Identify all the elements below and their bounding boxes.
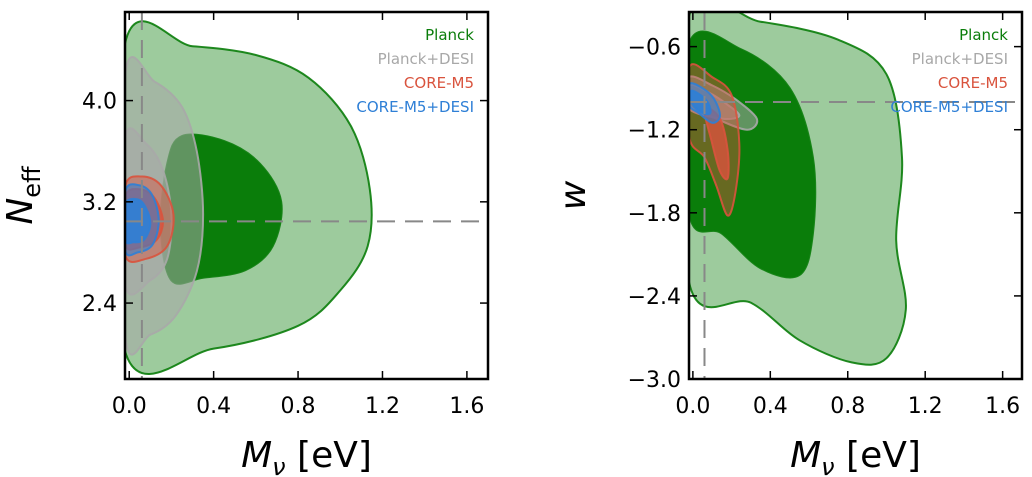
left-x-tick-label: 0.8 bbox=[281, 394, 316, 419]
right-y-tick-label: −2.4 bbox=[628, 285, 681, 310]
left-legend-core-m5: CORE-M5 bbox=[404, 74, 474, 92]
left-y-tick-label: 4.0 bbox=[82, 90, 117, 115]
right-y-tick-label: −0.6 bbox=[628, 36, 681, 61]
left-legend-core-m5-plus-desi: CORE-M5+DESI bbox=[356, 98, 474, 116]
right-legend-planck: Planck bbox=[959, 26, 1008, 44]
right-x-axis-label: Mν [eV] bbox=[790, 435, 921, 477]
left-y-axis-label: Neff bbox=[0, 166, 46, 225]
right-y-tick-label: −1.2 bbox=[628, 119, 681, 144]
right-panel: 0.0 0.4 0.8 1.2 1.6 −3.0 −2.4 −1.8 −1.2 −0.6 Mν [e… bbox=[553, 10, 1024, 477]
left-y-tick-label: 3.2 bbox=[82, 191, 117, 216]
left-legend-planck: Planck bbox=[425, 26, 474, 44]
left-panel: 0.0 0.4 0.8 1.2 1.6 2.4 3.2 4.0 Mν [eV] Neff Planc… bbox=[0, 10, 490, 477]
left-x-tick-label: 0.4 bbox=[196, 394, 231, 419]
right-y-tick-label: −3.0 bbox=[628, 368, 681, 393]
right-x-tick-label: 0.4 bbox=[753, 394, 788, 419]
left-x-tick-label: 0.0 bbox=[112, 394, 147, 419]
right-y-tick-label: −1.8 bbox=[628, 202, 681, 227]
left-x-tick-label: 1.2 bbox=[365, 394, 400, 419]
left-legend-planck-plus-desi: Planck+DESI bbox=[378, 50, 474, 68]
right-legend-planck-plus-desi: Planck+DESI bbox=[912, 50, 1008, 68]
right-y-axis-label: w bbox=[553, 180, 594, 210]
right-x-tick-label: 1.6 bbox=[985, 394, 1020, 419]
right-x-tick-label: 0.0 bbox=[675, 394, 710, 419]
left-y-tick-label: 2.4 bbox=[82, 292, 117, 317]
right-plot-area bbox=[689, 12, 1022, 379]
right-x-tick-label: 0.8 bbox=[830, 394, 865, 419]
left-x-tick-label: 1.6 bbox=[449, 394, 484, 419]
right-legend-core-m5-plus-desi: CORE-M5+DESI bbox=[890, 98, 1008, 116]
left-x-axis-label: Mν [eV] bbox=[241, 435, 372, 477]
right-legend-core-m5: CORE-M5 bbox=[938, 74, 1008, 92]
right-x-tick-label: 1.2 bbox=[908, 394, 943, 419]
left-axes-frame bbox=[123, 10, 490, 381]
right-axes-frame bbox=[687, 10, 1024, 381]
